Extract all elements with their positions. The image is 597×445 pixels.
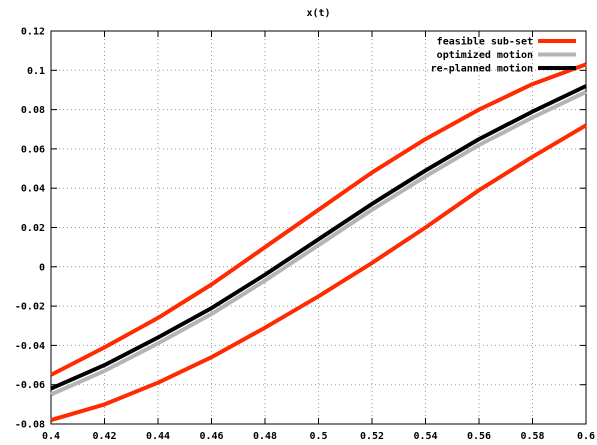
x-tick-label: 0.5: [309, 431, 327, 442]
y-tick-label: -0.04: [15, 341, 45, 352]
y-tick-label: -0.06: [15, 380, 45, 391]
series-lines: [50, 62, 588, 423]
series-line-re-planned-motion: [50, 84, 587, 391]
y-tick-label: 0.06: [21, 144, 45, 155]
series-line-optimized-motion: [50, 90, 587, 397]
y-tick-label: 0.1: [27, 66, 45, 77]
x-tick-label: 0.56: [467, 431, 491, 442]
y-tick-label: -0.02: [15, 302, 45, 313]
x-tick-label: 0.42: [92, 431, 116, 442]
chart-title: x(t): [306, 8, 330, 19]
y-tick-label: 0.04: [21, 184, 45, 195]
x-tick-label: 0.48: [253, 431, 277, 442]
y-tick-label: 0.08: [21, 105, 45, 116]
grid: [51, 31, 586, 424]
legend-label: feasible sub-set: [437, 36, 533, 48]
x-tick-label: 0.52: [360, 431, 384, 442]
x-tick-label: 0.4: [42, 431, 60, 442]
y-tick-label: 0: [39, 262, 45, 273]
x-tick-label: 0.46: [199, 431, 223, 442]
x-tick-label: 0.44: [146, 431, 170, 442]
y-tick-label: 0.02: [21, 223, 45, 234]
legend-label: re-planned motion: [431, 63, 533, 75]
x-tick-label: 0.58: [520, 431, 544, 442]
x-tick-label: 0.54: [413, 431, 437, 442]
x-tick-label: 0.6: [577, 431, 595, 442]
legend-label: optimized motion: [437, 49, 533, 61]
axis-ticks: 0.4 0.42 0.44 0.46 0.48 0.5 0.52 0.54 0.56 0.58 0.…: [15, 27, 595, 443]
series-line-feasible-sub-set-lower: [50, 123, 588, 423]
y-tick-label: -0.08: [15, 420, 45, 431]
y-tick-label: 0.12: [21, 27, 45, 38]
series-line-feasible-sub-set: [50, 62, 587, 377]
